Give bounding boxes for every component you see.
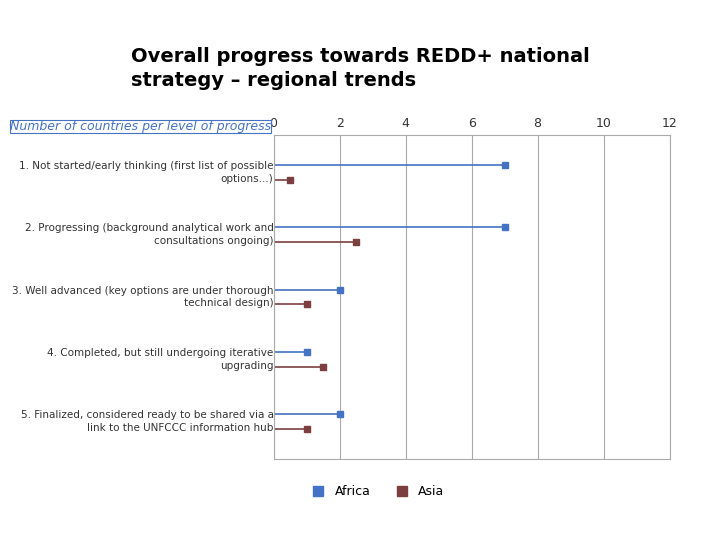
Text: 3. Well advanced (key options are under thorough
technical design): 3. Well advanced (key options are under … [12,286,274,308]
Text: 4. Completed, but still undergoing iterative
upgrading: 4. Completed, but still undergoing itera… [48,348,274,370]
Text: 2. Progressing (background analytical work and
consultations ongoing): 2. Progressing (background analytical wo… [24,224,274,246]
Legend: Africa, Asia: Africa, Asia [307,480,449,503]
Text: 5. Finalized, considered ready to be shared via a
link to the UNFCCC information: 5. Finalized, considered ready to be sha… [21,410,274,433]
Text: Number of countries per level of progress: Number of countries per level of progres… [10,120,271,133]
Text: 1. Not started/early thinking (first list of possible
options...): 1. Not started/early thinking (first lis… [19,161,274,184]
Text: Overall progress towards REDD+ national
strategy – regional trends: Overall progress towards REDD+ national … [131,47,590,90]
